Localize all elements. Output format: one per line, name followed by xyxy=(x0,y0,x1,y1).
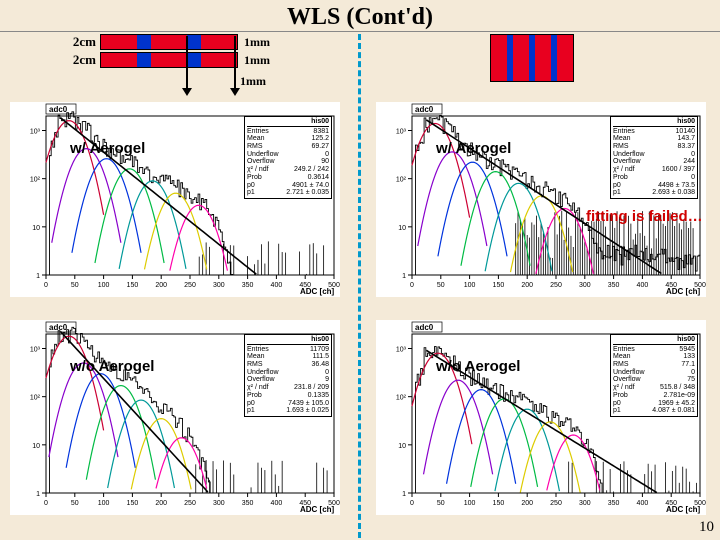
histogram-panel: 05010015020025030035040045050011010²10³A… xyxy=(10,320,340,515)
svg-text:10³: 10³ xyxy=(396,346,407,353)
svg-text:10³: 10³ xyxy=(396,128,407,135)
diagram-right xyxy=(490,34,574,82)
svg-text:0: 0 xyxy=(44,282,48,289)
svg-text:250: 250 xyxy=(550,282,562,289)
fitting-failed-note: fitting is failed… xyxy=(586,208,703,225)
bar-size-label: 2cm xyxy=(60,52,96,68)
svg-text:adc0: adc0 xyxy=(415,105,434,114)
svg-text:150: 150 xyxy=(127,500,139,507)
svg-text:10³: 10³ xyxy=(30,128,41,135)
histogram-panel: 05010015020025030035040045050011010²10³A… xyxy=(10,102,340,297)
svg-text:0: 0 xyxy=(44,500,48,507)
svg-text:400: 400 xyxy=(271,500,283,507)
svg-text:250: 250 xyxy=(550,500,562,507)
svg-text:100: 100 xyxy=(98,500,110,507)
svg-text:50: 50 xyxy=(437,500,445,507)
svg-text:350: 350 xyxy=(242,282,254,289)
stats-box: his00Entries8381Mean125.2RMS69.27Underfl… xyxy=(244,116,332,199)
svg-text:10: 10 xyxy=(398,443,406,450)
svg-text:ADC [ch]: ADC [ch] xyxy=(666,287,701,296)
svg-text:200: 200 xyxy=(521,282,533,289)
panel-label: w/o Aerogel xyxy=(436,358,520,375)
vertical-divider xyxy=(358,34,361,538)
svg-text:10: 10 xyxy=(32,225,40,232)
svg-text:1: 1 xyxy=(402,273,406,280)
svg-text:0: 0 xyxy=(410,500,414,507)
panel-label: w/ Aerogel xyxy=(436,140,511,157)
page-title: WLS (Cont'd) xyxy=(0,0,720,32)
panel-label: w/ Aerogel xyxy=(70,140,145,157)
bar-stack xyxy=(100,34,238,50)
svg-text:adc0: adc0 xyxy=(415,323,434,332)
svg-text:400: 400 xyxy=(637,500,649,507)
mm-label: 1mm xyxy=(244,53,270,68)
bar-stack xyxy=(490,34,574,82)
svg-text:200: 200 xyxy=(155,500,167,507)
mm-label: 1mm xyxy=(240,74,266,89)
svg-text:250: 250 xyxy=(184,282,196,289)
svg-text:1: 1 xyxy=(402,491,406,498)
svg-text:200: 200 xyxy=(155,282,167,289)
stats-box: his00Entries5945Mean133RMS77.1Underflow0… xyxy=(610,334,698,417)
svg-text:250: 250 xyxy=(184,500,196,507)
svg-text:10²: 10² xyxy=(30,177,41,184)
svg-text:adc0: adc0 xyxy=(49,105,68,114)
svg-text:10²: 10² xyxy=(30,395,41,402)
stats-box: his00Entries11709Mean111.5RMS36.48Underf… xyxy=(244,334,332,417)
svg-text:ADC [ch]: ADC [ch] xyxy=(666,505,701,514)
svg-text:50: 50 xyxy=(71,282,79,289)
svg-text:150: 150 xyxy=(493,500,505,507)
svg-text:300: 300 xyxy=(213,282,225,289)
svg-text:10: 10 xyxy=(398,225,406,232)
histogram-panel: 05010015020025030035040045050011010²10³A… xyxy=(376,102,706,297)
svg-text:0: 0 xyxy=(410,282,414,289)
svg-text:50: 50 xyxy=(437,282,445,289)
svg-text:10²: 10² xyxy=(396,177,407,184)
stats-box: his00Entries10140Mean143.7RMS83.37Underf… xyxy=(610,116,698,199)
svg-text:300: 300 xyxy=(579,282,591,289)
arrow-icon xyxy=(186,36,188,90)
svg-text:350: 350 xyxy=(608,500,620,507)
bar-size-label: 2cm xyxy=(60,34,96,50)
svg-text:10²: 10² xyxy=(396,395,407,402)
mm-label: 1mm xyxy=(244,35,270,50)
bar-stack xyxy=(100,52,238,68)
svg-text:300: 300 xyxy=(579,500,591,507)
svg-text:10: 10 xyxy=(32,443,40,450)
svg-text:300: 300 xyxy=(213,500,225,507)
svg-text:400: 400 xyxy=(637,282,649,289)
svg-text:10³: 10³ xyxy=(30,346,41,353)
svg-text:150: 150 xyxy=(493,282,505,289)
svg-text:50: 50 xyxy=(71,500,79,507)
svg-text:ADC [ch]: ADC [ch] xyxy=(300,505,335,514)
panel-label: w/o Aerogel xyxy=(70,358,154,375)
svg-text:350: 350 xyxy=(242,500,254,507)
svg-text:ADC [ch]: ADC [ch] xyxy=(300,287,335,296)
page-number: 10 xyxy=(699,519,714,536)
svg-text:400: 400 xyxy=(271,282,283,289)
svg-text:200: 200 xyxy=(521,500,533,507)
svg-text:1: 1 xyxy=(36,273,40,280)
arrow-icon xyxy=(234,36,236,90)
diagram-left: 2cm1mm2cm1mm1mm xyxy=(60,34,270,70)
svg-text:350: 350 xyxy=(608,282,620,289)
svg-text:100: 100 xyxy=(464,282,476,289)
svg-text:100: 100 xyxy=(98,282,110,289)
svg-text:150: 150 xyxy=(127,282,139,289)
histogram-panel: 05010015020025030035040045050011010²10³A… xyxy=(376,320,706,515)
svg-text:1: 1 xyxy=(36,491,40,498)
svg-text:100: 100 xyxy=(464,500,476,507)
